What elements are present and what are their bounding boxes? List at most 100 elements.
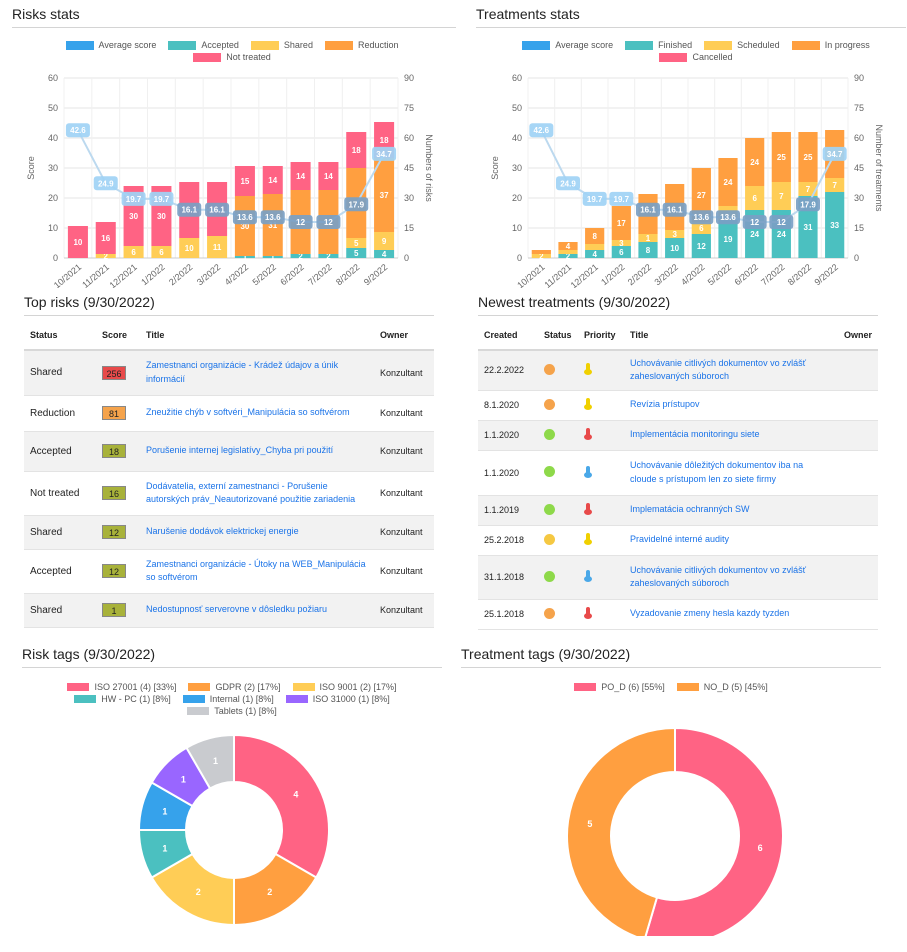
risk-title-link[interactable]: Dodávatelia, externí zamestnanci - Poruš… xyxy=(146,480,356,505)
table-row[interactable]: Shared 1 Nedostupnosť serverovne v dôsledk… xyxy=(24,593,434,628)
bar-finished xyxy=(718,220,738,258)
table-row[interactable]: 1.1.2020 Implementácia monitoringu siete xyxy=(478,420,878,451)
average-score-label: 13.6 xyxy=(265,213,281,222)
risk-title: Narušenie dodávok elektrickej energie xyxy=(140,515,374,550)
legend-label: Not treated xyxy=(226,52,271,62)
bar-scheduled xyxy=(745,186,765,210)
table-row[interactable]: Shared 12 Narušenie dodávok elektrickej en… xyxy=(24,515,434,550)
bar-accepted xyxy=(262,256,283,258)
table-row[interactable]: 8.1.2020 Revízia prístupov xyxy=(478,390,878,421)
bar-label: 30 xyxy=(157,212,166,221)
risk-title-link[interactable]: Narušenie dodávok elektrickej energie xyxy=(146,526,299,537)
col-title[interactable]: Title xyxy=(140,320,374,351)
legend-swatch xyxy=(67,683,90,691)
x-tick-label: 10/2021 xyxy=(52,262,83,288)
risk-title-link[interactable]: Zneužitie chýb v softvéri_Manipulácia so… xyxy=(146,407,350,418)
table-row[interactable]: 25.1.2018 Vyzadovanie zmeny hesla kazdy t… xyxy=(478,599,878,630)
risk-score: 12 xyxy=(96,549,140,594)
risks-stats-legend-item[interactable]: Accepted xyxy=(168,40,239,50)
col-title[interactable]: Title xyxy=(624,320,838,351)
legend-swatch xyxy=(187,707,210,715)
treatments-stats-legend-item[interactable]: Finished xyxy=(625,40,692,50)
treatment-title-link[interactable]: Implementácia monitoringu siete xyxy=(630,429,760,440)
legend-item[interactable]: Internal (1) [8%] xyxy=(182,694,274,704)
y-axis-title: Score xyxy=(26,156,36,180)
bar-not-treated xyxy=(318,162,339,190)
treatments-stats-legend-item[interactable]: Cancelled xyxy=(659,52,733,62)
legend-item[interactable]: GDPR (2) [17%] xyxy=(188,682,281,692)
treatment-title-link[interactable]: Pravidelné interné audity xyxy=(630,534,730,545)
legend-item[interactable]: PO_D (6) [55%] xyxy=(574,682,665,692)
table-row[interactable]: Accepted 12 Zamestnanci organizácie - Útok… xyxy=(24,549,434,594)
x-tick-label: 4/2022 xyxy=(679,262,707,287)
treatments-stats-legend-item[interactable]: In progress xyxy=(791,40,870,50)
treatment-title-link[interactable]: Uchovávanie citlivých dokumentov vo zvlá… xyxy=(630,564,806,589)
bar-label: 14 xyxy=(296,172,305,181)
treatment-title-link[interactable]: Revízia prístupov xyxy=(630,399,700,410)
treatment-title-link[interactable]: Implematácia ochranných SW xyxy=(630,504,750,515)
legend-item[interactable]: HW - PC (1) [8%] xyxy=(74,694,171,704)
col-priority[interactable]: Priority xyxy=(578,320,624,351)
table-row[interactable]: Not treated 16 Dodávatelia, externí zamest… xyxy=(24,471,434,516)
treatments-stats-legend: Average score Finished Scheduled In progres… xyxy=(496,40,896,62)
risks-stats-legend-item[interactable]: Not treated xyxy=(193,52,271,62)
legend-item[interactable]: Tablets (1) [8%] xyxy=(187,706,277,716)
status-dot-icon xyxy=(544,398,555,410)
y-tick-label: 30 xyxy=(48,163,58,173)
risk-title-link[interactable]: Nedostupnosť serverovne v dôsledku požia… xyxy=(146,604,327,615)
table-row[interactable]: 25.2.2018 Pravidelné interné audity xyxy=(478,525,878,556)
treatment-title-link[interactable]: Uchovávanie citlivých dokumentov vo zvlá… xyxy=(630,357,806,382)
legend-item[interactable]: ISO 27001 (4) [33%] xyxy=(67,682,176,692)
bar-in-progress xyxy=(611,206,631,240)
x-tick-label: 5/2022 xyxy=(706,262,734,287)
average-score-label: 16.1 xyxy=(181,206,197,215)
col-owner[interactable]: Owner xyxy=(374,320,434,351)
bar-label: 8 xyxy=(646,246,651,255)
risk-title-link[interactable]: Porušenie internej legislatívy_Chyba pri… xyxy=(146,445,334,456)
table-row[interactable]: 1.1.2019 Implematácia ochranných SW xyxy=(478,495,878,526)
y-tick-label: 10 xyxy=(512,223,522,233)
bar-label: 9 xyxy=(382,237,387,246)
treatments-stats-legend-item[interactable]: Scheduled xyxy=(704,40,780,50)
legend-label: Average score xyxy=(98,40,157,50)
risk-owner: Konzultant xyxy=(374,471,434,516)
table-row[interactable]: Accepted 18 Porušenie internej legislatívy… xyxy=(24,431,434,472)
treatments-stats-legend-item[interactable]: Average score xyxy=(522,40,613,50)
average-score-point xyxy=(205,202,230,217)
bar-scheduled xyxy=(611,240,631,246)
y-tick-label: 0 xyxy=(53,253,58,263)
table-row[interactable]: 31.1.2018 Uchovávanie citlivých dokumento… xyxy=(478,555,878,600)
bar-not-treated xyxy=(234,166,255,196)
treatment-owner xyxy=(837,450,878,496)
table-row[interactable]: 22.2.2022 Uchovávanie citlivých dokumento… xyxy=(478,350,878,391)
bar-label: 37 xyxy=(380,191,389,200)
bar-label: 30 xyxy=(240,222,249,231)
col-owner[interactable]: Owner xyxy=(837,320,878,351)
bar-label: 6 xyxy=(131,248,136,257)
treatment-title: Vyzadovanie zmeny hesla kazdy tyzden xyxy=(624,599,838,630)
average-score-point xyxy=(121,191,146,206)
treatment-title-link[interactable]: Vyzadovanie zmeny hesla kazdy tyzden xyxy=(630,608,790,619)
legend-item[interactable]: ISO 31000 (1) [8%] xyxy=(285,694,390,704)
table-row[interactable]: 1.1.2020 Uchovávanie dôležitých dokumento… xyxy=(478,450,878,496)
treatment-title-link[interactable]: Uchovávanie dôležitých dokumentov iba na… xyxy=(630,460,804,484)
risks-stats-legend-item[interactable]: Shared xyxy=(250,40,313,50)
table-row[interactable]: Shared 256 Zamestnanci organizácie - Kráde… xyxy=(24,350,434,396)
risk-score: 81 xyxy=(96,395,140,432)
bar-not-treated xyxy=(290,162,311,190)
risk-title-link[interactable]: Zamestnanci organizácie - Útoky na WEB_M… xyxy=(146,558,366,583)
col-score[interactable]: Score xyxy=(96,320,140,351)
risks-stats-legend-item[interactable]: Reduction xyxy=(324,40,398,50)
average-score-point xyxy=(662,202,687,217)
col-status[interactable]: Status xyxy=(538,320,578,351)
legend-item[interactable]: NO_D (5) [45%] xyxy=(676,682,768,692)
treatment-created: 25.1.2018 xyxy=(478,599,538,630)
legend-item[interactable]: ISO 9001 (2) [17%] xyxy=(292,682,397,692)
col-created[interactable]: Created xyxy=(478,320,538,351)
risks-stats-legend-item[interactable]: Average score xyxy=(65,40,157,50)
risk-title-link[interactable]: Zamestnanci organizácie - Krádež údajov … xyxy=(146,360,339,384)
risk-owner: Konzultant xyxy=(374,395,434,432)
table-row[interactable]: Reduction 81 Zneužitie chýb v softvéri_Man… xyxy=(24,395,434,432)
col-status[interactable]: Status xyxy=(24,320,96,351)
x-tick-label: 8/2022 xyxy=(334,262,362,287)
